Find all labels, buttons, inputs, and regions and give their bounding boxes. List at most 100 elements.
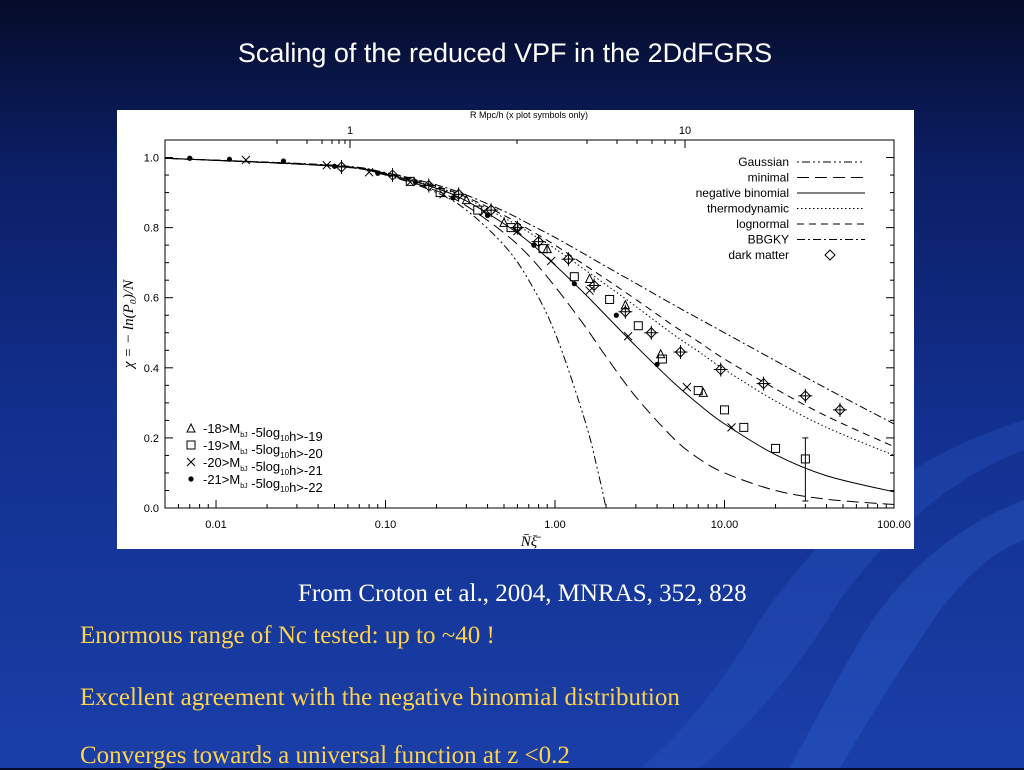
- point-cross: [727, 423, 736, 432]
- top-axis-label: R Mpc/h (x plot symbols only): [470, 110, 588, 120]
- x-tick-label: 0.01: [205, 519, 226, 531]
- x-axis-label: N̄ξ̄: [520, 534, 541, 549]
- point-triangle: [584, 273, 595, 283]
- point-square: [569, 272, 579, 282]
- legend-sample-label-part: bJ: [240, 483, 247, 490]
- point-cross: [585, 286, 594, 296]
- point-square: [605, 294, 615, 304]
- point-square: [739, 422, 749, 432]
- x-tick-label: 10.00: [711, 519, 739, 531]
- point-dot: [187, 155, 193, 161]
- point-cross: [322, 160, 332, 170]
- bullet-3: Converges towards a universal function a…: [80, 742, 570, 769]
- point-dot: [280, 158, 287, 164]
- point-cross: [241, 155, 251, 165]
- point-triangle: [542, 243, 553, 254]
- legend-label: thermodynamic: [707, 202, 789, 216]
- legend-sample-label-part: bJ: [240, 449, 247, 456]
- legend-sample-label-part: -5log: [248, 476, 281, 491]
- point-dot: [226, 156, 233, 162]
- legend-label: dark matter: [728, 248, 789, 262]
- legend-sample-label-part: bJ: [240, 432, 247, 439]
- x-tick-label: 0.10: [375, 519, 396, 531]
- chart-points: [187, 155, 847, 502]
- point-dot: [450, 195, 456, 201]
- legend-sample-label-part: 10: [280, 485, 289, 494]
- y-tick-label: 0.6: [144, 293, 159, 305]
- point-dot: [331, 163, 338, 169]
- point-square: [720, 405, 730, 415]
- legend-sample-label: -20>MbJ -5log10h>-21: [203, 455, 323, 478]
- vpf-chart-figure: Gaussian minimal negative binomial thermody…: [117, 110, 914, 550]
- slide-title: Scaling of the reduced VPF in the 2DdFGR…: [237, 38, 773, 68]
- chart-labels: 0.01 0.10 1.00 10.00 100.00 0.0 0.2 0.4 0.6 0.8 1.…: [121, 110, 911, 550]
- legend-sample-label-part: h>-21: [289, 463, 323, 478]
- bullet-1: Enormous range of Nc tested: up to ~40 !: [80, 622, 495, 649]
- legend-sample-label-part: h>-20: [289, 446, 323, 461]
- legend-sample-marker: [186, 422, 196, 433]
- legend-sample-label-part: -20>M: [203, 455, 240, 470]
- point-square: [657, 354, 667, 364]
- legend-sample-label-part: 10: [280, 451, 289, 460]
- citation-caption: From Croton et al., 2004, MNRAS, 352, 82…: [298, 580, 747, 607]
- legend-sample-label-part: -19>M: [203, 438, 240, 453]
- top-tick-label: 10: [679, 125, 691, 137]
- point-triangle: [655, 348, 666, 359]
- y-tick-label: 0.4: [144, 363, 159, 375]
- legend-sample-marker: [188, 476, 194, 482]
- y-tick-label: 1.0: [144, 153, 159, 165]
- point-cross: [546, 256, 556, 266]
- chart-axes: [164, 139, 895, 509]
- point-square: [771, 443, 781, 453]
- point-triangle: [461, 194, 472, 205]
- legend-sample-label-part: -21>M: [203, 472, 240, 487]
- legend-sample-label-part: -5log: [248, 442, 281, 457]
- legend-label: BBGKY: [748, 233, 789, 247]
- x-tick-label: 1.00: [544, 519, 565, 531]
- point-cross: [405, 177, 415, 187]
- legend-sample-label-part: -18>M: [203, 421, 240, 436]
- y-tick-label: 0.8: [144, 223, 159, 235]
- legend-sample-label-part: 10: [280, 468, 289, 477]
- point-square: [405, 176, 415, 186]
- y-tick-label: 0.0: [144, 503, 159, 515]
- point-square: [435, 188, 445, 198]
- point-cross: [364, 167, 374, 177]
- point-triangle: [698, 387, 709, 397]
- legend-sample-marker: [186, 457, 196, 467]
- legend-sample-label-part: h>-19: [289, 429, 323, 444]
- curve-BBGKY: [164, 157, 895, 425]
- point-triangle: [499, 217, 509, 227]
- bullet-2: Excellent agreement with the negative bi…: [80, 684, 680, 711]
- legend-label: negative binomial: [696, 186, 789, 200]
- legend-sample-label-part: h>-22: [289, 480, 323, 495]
- point-dot: [613, 312, 619, 318]
- curve-lognormal: [164, 157, 895, 448]
- legend-sample-label: -19>MbJ -5log10h>-20: [203, 438, 323, 461]
- legend-sample-label-part: bJ: [240, 466, 247, 473]
- point-cross: [623, 331, 633, 341]
- y-axis-label: χ = − ln(P₀)/N: [121, 279, 137, 370]
- x-tick-label: 100.00: [877, 519, 911, 531]
- point-square: [633, 321, 643, 331]
- plot-frame: [164, 139, 895, 509]
- legend-sample-marker: [186, 440, 196, 450]
- legend-sample-label-part: -5log: [248, 459, 281, 474]
- point-dot: [412, 179, 418, 185]
- legend-sample-label-part: 10: [280, 434, 289, 443]
- legend-sample-label-part: -5log: [248, 425, 281, 440]
- legend-sample-label: -18>MbJ -5log10h>-19: [203, 421, 323, 444]
- legend-marker-dark-matter: [824, 249, 836, 261]
- point-dot: [375, 170, 381, 176]
- legend-label: Gaussian: [738, 155, 789, 169]
- legend-label: minimal: [748, 171, 789, 185]
- point-dot: [571, 281, 577, 287]
- y-tick-label: 0.2: [144, 433, 159, 445]
- point-cross: [682, 382, 692, 392]
- top-tick-label: 1: [347, 125, 353, 137]
- legend-sample-label: -21>MbJ -5log10h>-22: [203, 472, 323, 495]
- point-square: [473, 205, 483, 215]
